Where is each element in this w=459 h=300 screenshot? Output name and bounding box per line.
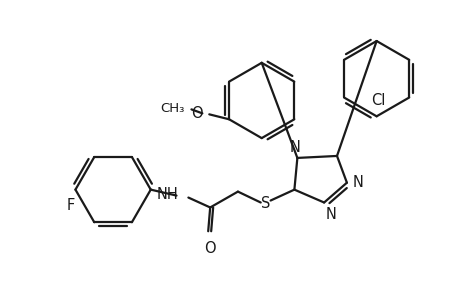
- Text: F: F: [66, 198, 74, 213]
- Text: CH₃: CH₃: [160, 102, 184, 115]
- Text: S: S: [260, 196, 270, 211]
- Text: N: N: [352, 175, 363, 190]
- Text: O: O: [190, 106, 202, 121]
- Text: Cl: Cl: [370, 93, 385, 108]
- Text: NH: NH: [157, 187, 178, 202]
- Text: N: N: [289, 140, 300, 155]
- Text: O: O: [204, 241, 216, 256]
- Text: N: N: [325, 208, 336, 223]
